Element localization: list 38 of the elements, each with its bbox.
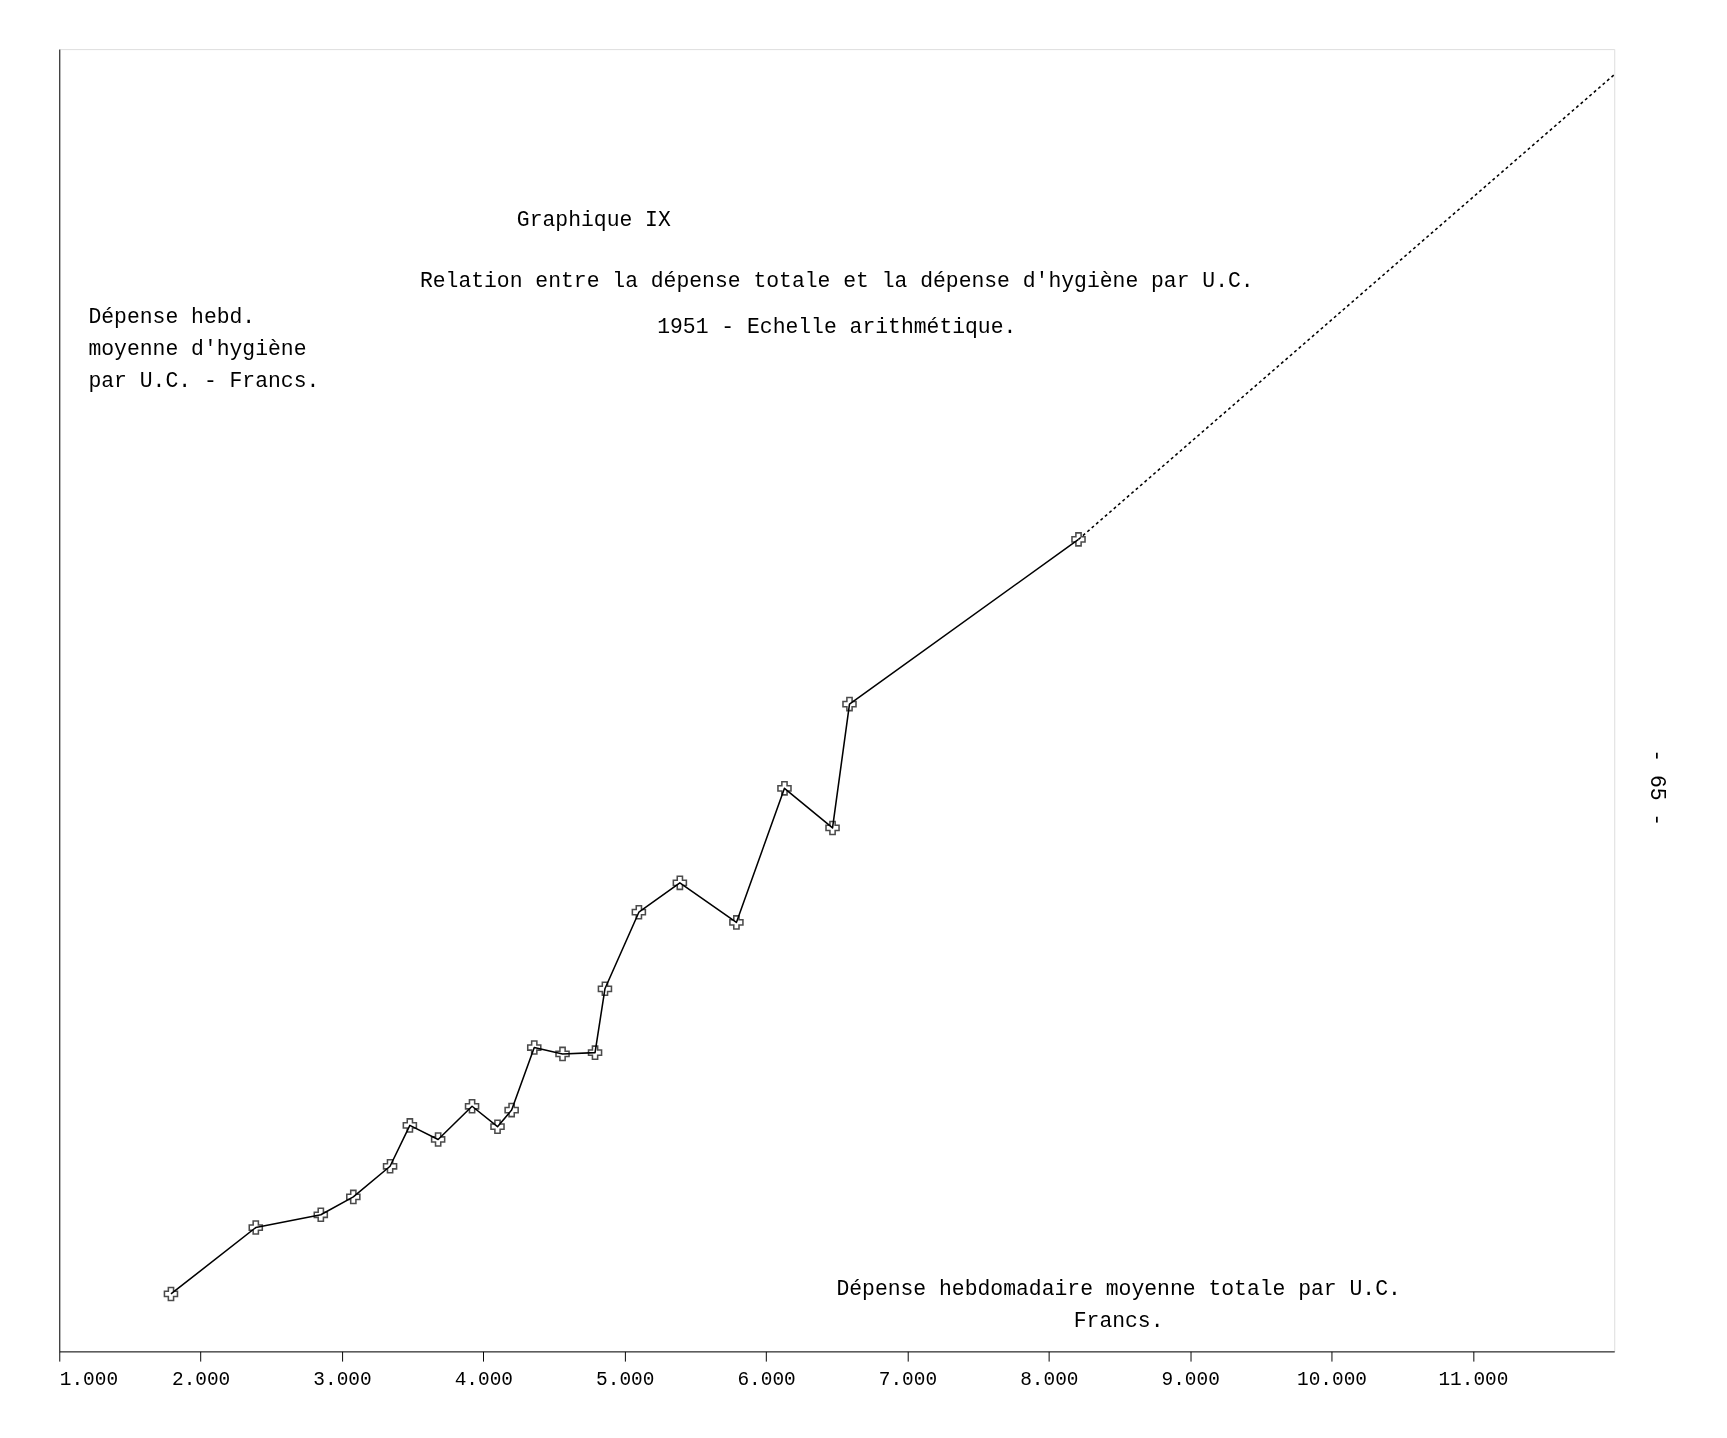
point [402,1118,418,1133]
y-axis-title: Dépense hebd. moyenne d'hygiène par U.C. - Francs. [88,305,320,394]
point [597,981,613,997]
point [672,875,688,891]
point [631,904,647,920]
x-tick-label: 11.000 [1438,1368,1509,1391]
text: - 65 - [1645,749,1670,827]
point [346,1189,361,1205]
x-tick-label: 6.000 [737,1368,796,1391]
point [842,696,857,712]
point [163,1286,179,1302]
x-tick-label: 3.000 [313,1368,372,1391]
x-tick-label: 7.000 [878,1368,938,1391]
point [504,1102,519,1118]
text: Relation entre la dépense totale et la dépense d'hygiène par U.C. [419,269,1254,294]
x-tick-label: 2.000 [171,1368,231,1391]
x-tick-label: 10.000 [1297,1368,1367,1391]
point [526,1040,542,1055]
point [729,915,744,930]
point [777,781,792,796]
point [382,1158,398,1174]
x-tick-label: 8.000 [1020,1368,1079,1391]
point [430,1132,446,1147]
x-axis-title: Dépense hebdomadaire moyenne totale par U.C. Francs. [836,1277,1401,1334]
point [248,1220,264,1235]
x-tick-label: 1.000 [59,1368,119,1391]
x-tick-label: 4.000 [454,1368,513,1391]
text: 1951 - Echelle arithmétique. [657,314,1017,339]
x-tick-label: 9.000 [1161,1368,1220,1391]
point [313,1207,329,1223]
x-tick-label: 5.000 [596,1368,655,1391]
point [555,1046,570,1062]
point [1071,532,1086,547]
text: Graphique IX [516,207,671,232]
point [587,1045,603,1060]
point [464,1098,480,1114]
point [490,1119,505,1134]
point [825,820,840,836]
